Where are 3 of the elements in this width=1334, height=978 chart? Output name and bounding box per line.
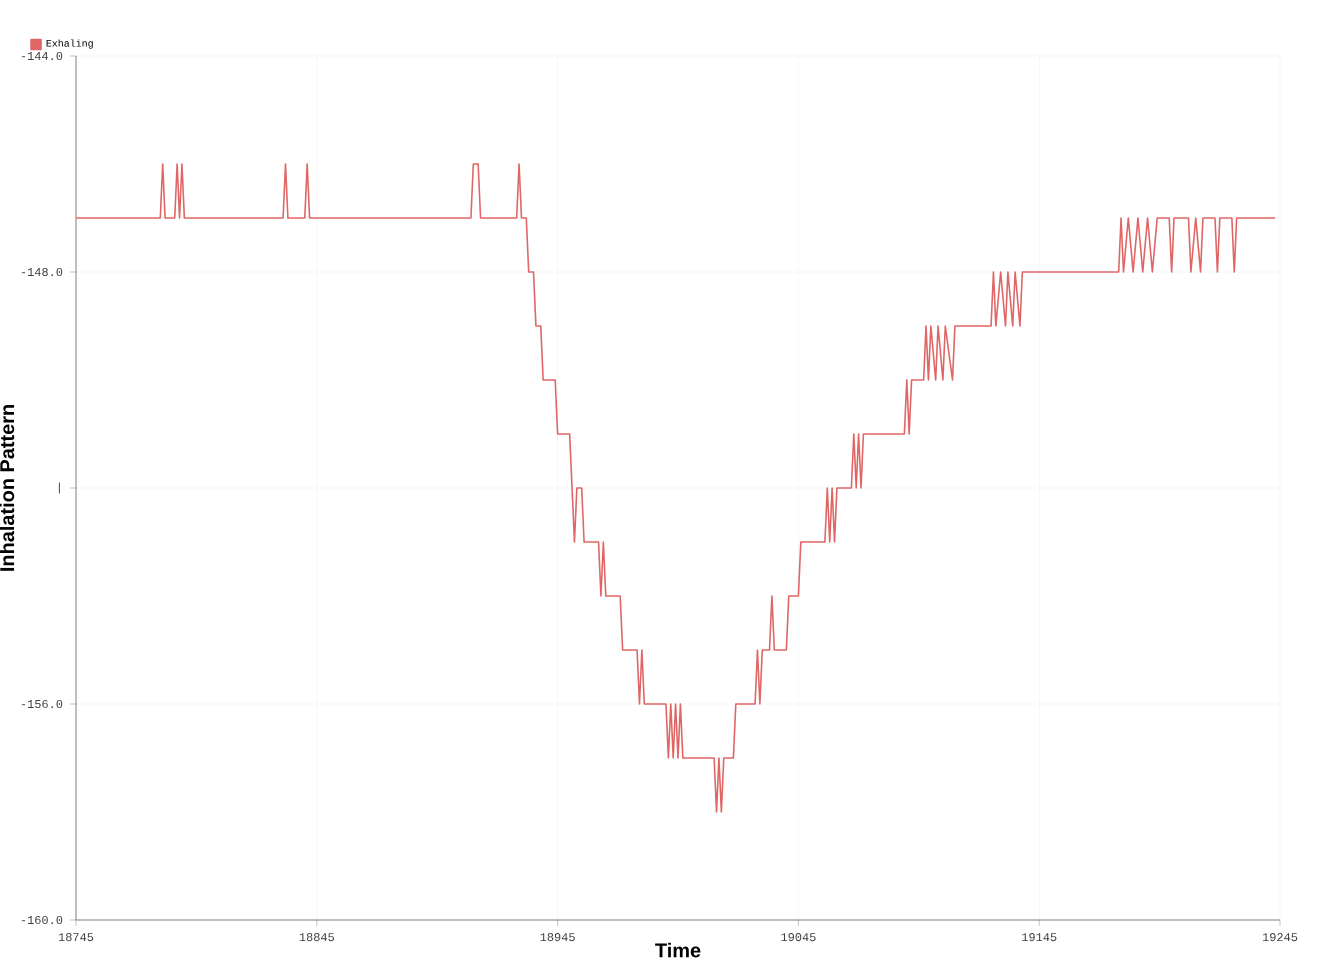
line-series (76, 163, 1276, 813)
x-axis-title: Time (655, 942, 701, 958)
y-axis-title: Inhalation Pattern (0, 405, 15, 571)
